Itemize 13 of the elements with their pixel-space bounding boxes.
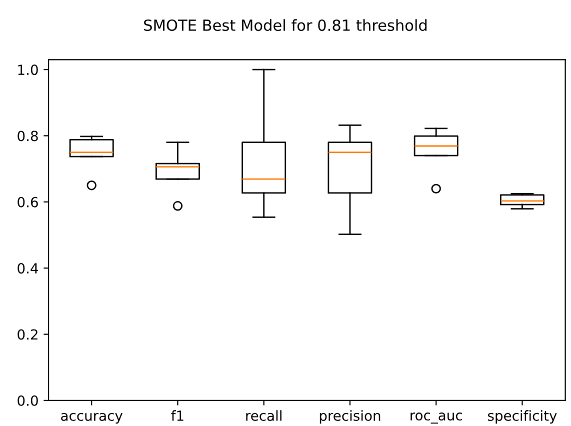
y-tick-label: 0.0 (18, 395, 38, 406)
x-tick-label: roc_auc (410, 412, 462, 424)
x-tick-label: precision (320, 410, 380, 424)
x-tick-label: f1 (171, 410, 184, 421)
y-tick-label: 0.4 (18, 263, 38, 274)
y-tick-label: 1.0 (18, 64, 38, 76)
x-tick-label: accuracy (61, 412, 123, 424)
y-tick-label: 0.6 (18, 196, 38, 208)
x-tick-label: recall (246, 410, 282, 421)
y-tick-label: 0.8 (18, 130, 38, 142)
chart-title: SMOTE Best Model for 0.81 threshold (144, 19, 427, 31)
y-tick-label: 0.2 (18, 329, 38, 340)
x-tick-label: specificity (488, 410, 557, 424)
